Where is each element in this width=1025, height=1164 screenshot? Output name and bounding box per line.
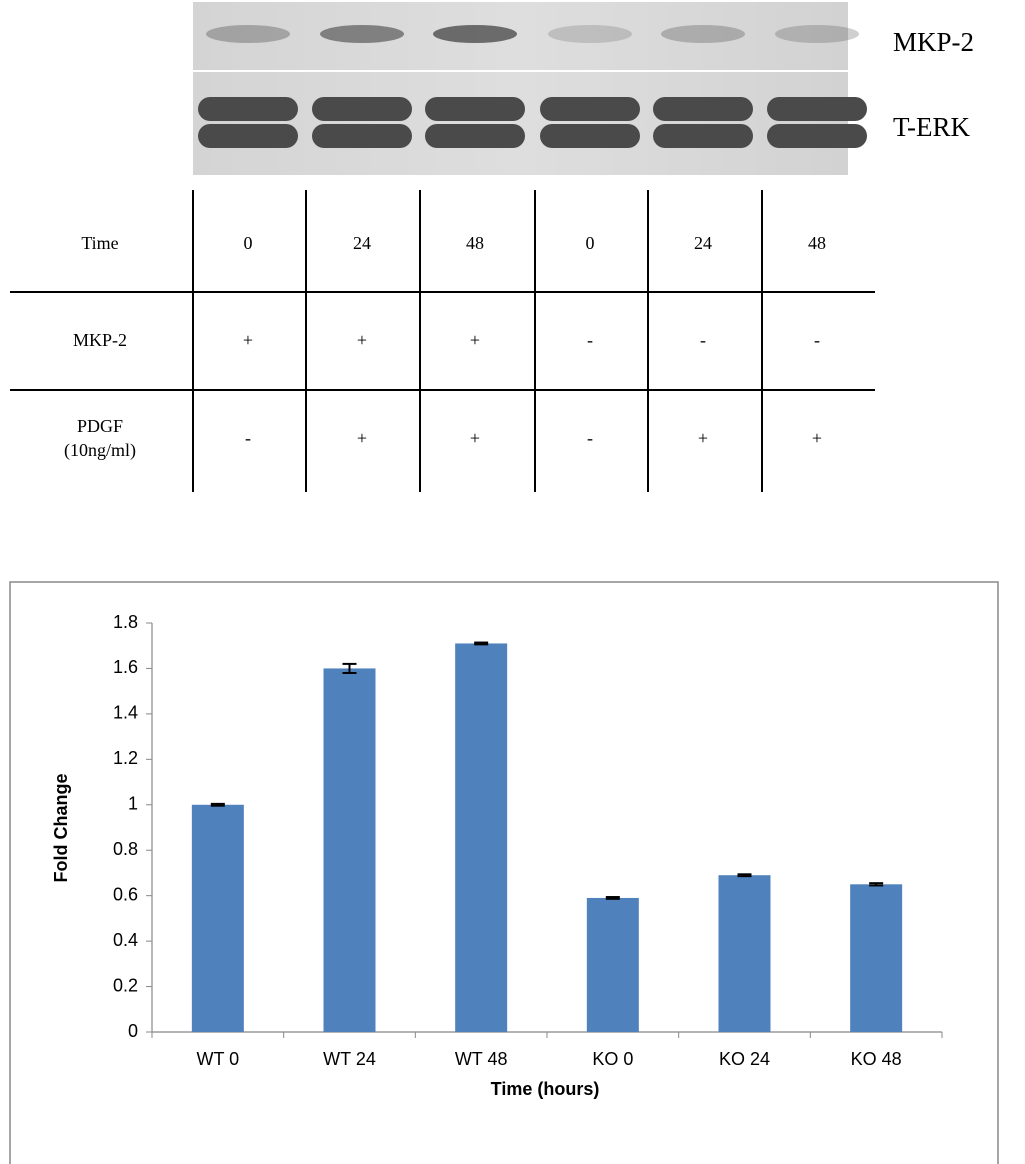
row-label: MKP-2 [73,330,127,350]
blot-band [198,124,298,148]
blot-strip [193,2,848,70]
table [10,292,875,390]
y-tick-label: 0.8 [113,839,138,859]
blot-band [548,25,632,43]
bar [850,884,902,1032]
blot-band [433,25,517,43]
table-cell: + [812,428,822,448]
blot-label: T-ERK [893,112,971,142]
bar [324,668,376,1032]
table-cell: + [698,428,708,448]
blot-band [206,25,290,43]
bar [192,805,244,1032]
table-cell: - [700,330,706,350]
blot-band [653,97,753,121]
y-tick-label: 0 [128,1021,138,1041]
y-tick-label: 0.2 [113,975,138,995]
table-cell: - [587,330,593,350]
table-cell: + [243,330,253,350]
table-cell: + [357,330,367,350]
blot-band [767,97,867,121]
blot-label: MKP-2 [893,27,974,57]
error-bar [474,643,488,645]
row-label: PDGF [77,416,123,436]
x-tick-label: KO 48 [851,1049,902,1069]
x-tick-label: KO 0 [592,1049,633,1069]
blot-band [320,25,404,43]
table-cell: - [245,428,251,448]
x-tick-label: WT 24 [323,1049,376,1069]
table-cell: + [470,428,480,448]
table-cell: 24 [694,233,712,253]
x-tick-label: WT 0 [196,1049,239,1069]
table-cell: - [814,330,820,350]
y-tick-label: 0.6 [113,884,138,904]
table-cell: + [357,428,367,448]
y-tick-label: 1 [128,794,138,814]
blot-band [540,124,640,148]
table-cell: + [470,330,480,350]
blot-band [425,124,525,148]
bar [587,898,639,1032]
y-tick-label: 1.8 [113,612,138,632]
blot-band [425,97,525,121]
error-bar [606,897,620,899]
y-tick-label: 0.4 [113,930,138,950]
blot-band [312,124,412,148]
blot-strip [193,72,848,175]
error-bar [738,874,752,876]
blot-band [767,124,867,148]
blot-band [312,97,412,121]
y-axis-title: Fold Change [51,774,71,883]
row-label: Time [81,233,118,253]
x-tick-label: KO 24 [719,1049,770,1069]
blot-band [540,97,640,121]
error-bar [211,804,225,806]
x-tick-label: WT 48 [455,1049,508,1069]
blot-band [661,25,745,43]
table-cell: - [587,428,593,448]
blot-band [653,124,753,148]
row-label: (10ng/ml) [64,440,136,461]
x-axis-title: Time (hours) [491,1079,600,1099]
figure: MKP-2 T-ERK Time (hours) Fold Change Tim… [0,0,1025,1164]
bar [455,643,507,1032]
y-tick-label: 1.2 [113,748,138,768]
y-tick-label: 1.4 [113,703,138,723]
blot-band [198,97,298,121]
table-cell: 48 [466,233,484,253]
table-cell: 0 [586,233,595,253]
table-cell: 0 [244,233,253,253]
table-cell: 48 [808,233,826,253]
table-cell: 24 [353,233,371,253]
y-tick-label: 1.6 [113,657,138,677]
bar [719,875,771,1032]
blot-band [775,25,859,43]
